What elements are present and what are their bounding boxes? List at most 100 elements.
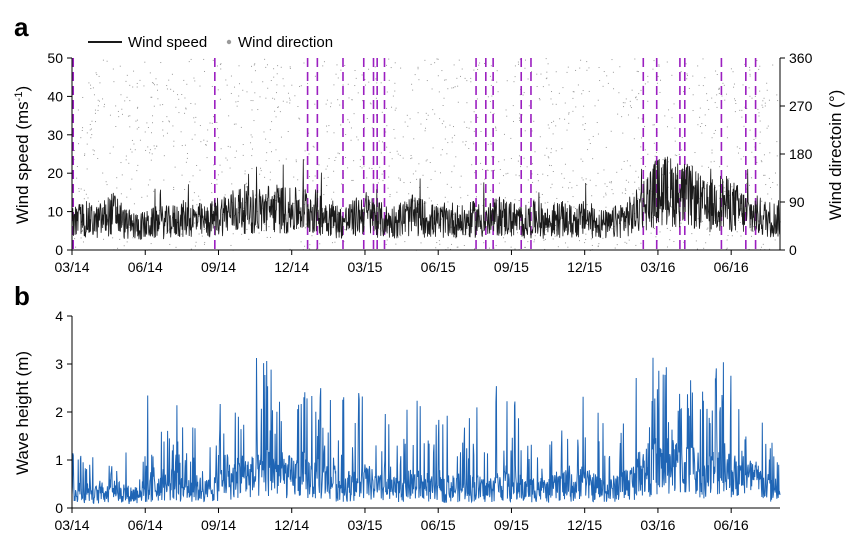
- direction-point: [484, 199, 486, 201]
- direction-point: [389, 151, 391, 153]
- direction-point: [453, 64, 455, 66]
- direction-point: [289, 248, 291, 250]
- direction-point: [695, 240, 697, 242]
- direction-point: [168, 120, 170, 122]
- direction-point: [263, 230, 265, 232]
- direction-point: [235, 123, 237, 125]
- direction-point: [491, 156, 493, 158]
- direction-point: [605, 206, 607, 208]
- direction-point: [653, 142, 655, 144]
- direction-point: [542, 173, 544, 175]
- direction-point: [147, 127, 149, 129]
- direction-point: [710, 161, 712, 163]
- direction-point: [468, 147, 470, 149]
- direction-point: [590, 238, 592, 240]
- direction-point: [430, 63, 432, 65]
- direction-point: [90, 128, 92, 130]
- direction-point: [117, 247, 119, 249]
- y-axis-title-left: Wind speed (ms-1): [13, 86, 32, 224]
- direction-point: [701, 165, 703, 167]
- direction-point: [669, 172, 671, 174]
- direction-point: [490, 170, 492, 172]
- direction-point: [602, 85, 604, 87]
- direction-point: [354, 85, 356, 87]
- direction-point: [106, 60, 108, 62]
- direction-point: [298, 227, 300, 229]
- direction-point: [134, 149, 136, 151]
- direction-point: [414, 74, 416, 76]
- direction-point: [206, 157, 208, 159]
- direction-point: [238, 83, 240, 85]
- direction-point: [647, 153, 649, 155]
- direction-point: [589, 143, 591, 145]
- direction-point: [544, 238, 546, 240]
- direction-point: [605, 192, 607, 194]
- direction-point: [166, 88, 168, 90]
- direction-point: [533, 239, 535, 241]
- direction-point: [572, 196, 574, 198]
- direction-point: [716, 106, 718, 108]
- direction-point: [722, 181, 724, 183]
- direction-point: [774, 239, 776, 241]
- direction-point: [568, 187, 570, 189]
- direction-point: [409, 118, 411, 120]
- direction-point: [175, 246, 177, 248]
- direction-point: [266, 152, 268, 154]
- y-tick-label-right: 0: [789, 242, 797, 258]
- direction-point: [484, 178, 486, 180]
- direction-point: [723, 84, 725, 86]
- direction-point: [440, 154, 442, 156]
- direction-point: [774, 172, 776, 174]
- direction-point: [385, 131, 387, 133]
- direction-point: [274, 98, 276, 100]
- direction-point: [745, 182, 747, 184]
- direction-point: [277, 65, 279, 67]
- x-tick-label: 09/14: [201, 259, 236, 275]
- direction-point: [475, 209, 477, 211]
- direction-point: [270, 151, 272, 153]
- direction-point: [400, 235, 402, 237]
- direction-point: [719, 166, 721, 168]
- direction-point: [463, 233, 465, 235]
- direction-point: [240, 126, 242, 128]
- direction-point: [690, 165, 692, 167]
- x-tick-label: 03/15: [347, 259, 382, 275]
- direction-point: [493, 247, 495, 249]
- direction-point: [426, 118, 428, 120]
- direction-point: [132, 86, 134, 88]
- direction-point: [621, 168, 623, 170]
- direction-point: [456, 246, 458, 248]
- direction-point: [193, 192, 195, 194]
- direction-point: [406, 114, 408, 116]
- direction-point: [637, 176, 639, 178]
- direction-point: [405, 206, 407, 208]
- direction-point: [586, 204, 588, 206]
- direction-point: [676, 155, 678, 157]
- direction-point: [193, 117, 195, 119]
- direction-point: [443, 120, 445, 122]
- direction-point: [550, 98, 552, 100]
- direction-point: [185, 107, 187, 109]
- direction-point: [99, 82, 101, 84]
- direction-point: [437, 58, 439, 60]
- direction-point: [149, 152, 151, 154]
- direction-point: [748, 248, 750, 250]
- direction-point: [555, 150, 557, 152]
- direction-point: [206, 140, 208, 142]
- direction-point: [85, 193, 87, 195]
- direction-point: [753, 156, 755, 158]
- direction-point: [158, 209, 160, 211]
- direction-point: [138, 126, 140, 128]
- direction-point: [439, 243, 441, 245]
- x-tick-label: 06/15: [421, 259, 456, 275]
- direction-point: [552, 170, 554, 172]
- direction-point: [517, 63, 519, 65]
- direction-point: [614, 247, 616, 249]
- direction-point: [77, 109, 79, 111]
- direction-point: [388, 79, 390, 81]
- direction-point: [762, 106, 764, 108]
- direction-point: [220, 63, 222, 65]
- direction-point: [246, 182, 248, 184]
- direction-point: [427, 186, 429, 188]
